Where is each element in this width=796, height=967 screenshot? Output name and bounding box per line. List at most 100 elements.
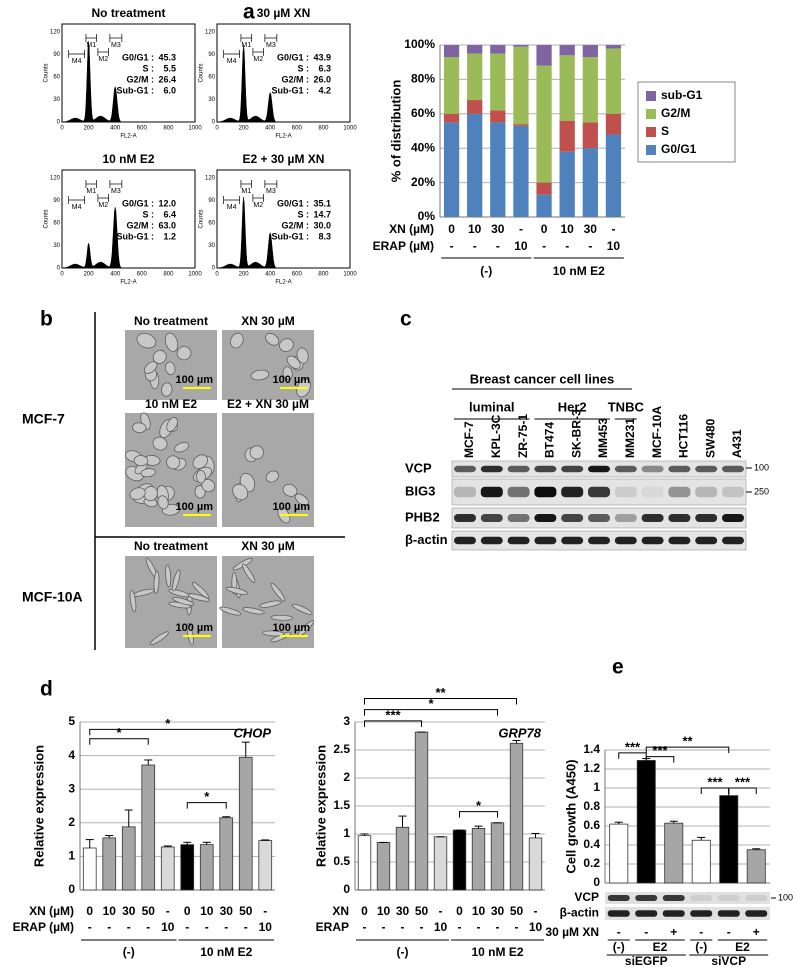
bar <box>376 842 391 891</box>
bar-segment <box>582 148 598 217</box>
lane-label: BT474 <box>543 422 557 458</box>
cell <box>250 369 270 381</box>
cell <box>249 445 264 460</box>
gate-label: M1 <box>241 188 251 195</box>
cell <box>296 347 309 364</box>
histogram <box>61 41 195 123</box>
bar-segment <box>513 125 529 217</box>
row-label: XN (µM) <box>389 222 434 236</box>
gate-label: M1 <box>86 42 96 49</box>
x-tick-label: - <box>166 904 170 918</box>
significance-label: *** <box>735 774 751 789</box>
blot-band <box>507 486 530 498</box>
blot-band <box>561 465 584 473</box>
blot-band <box>641 536 664 545</box>
x-tick-label: 0 <box>456 904 463 918</box>
hist-y-tick: 30 <box>208 243 215 249</box>
y-tick-label: 3 <box>343 714 350 728</box>
significance-label: *** <box>385 707 401 722</box>
cell <box>279 338 294 352</box>
blot-band <box>722 536 744 545</box>
x-tick-label: 0 <box>541 222 548 236</box>
blot-band <box>722 514 744 522</box>
legend-swatch <box>646 91 656 101</box>
panel-label: d <box>40 678 53 701</box>
group-label: 10 nM E2 <box>471 945 523 959</box>
x-tick-label: - <box>263 904 267 918</box>
cell <box>261 630 285 637</box>
significance-label: *** <box>707 774 723 789</box>
error-bar <box>360 833 369 836</box>
hist-x-tick: 800 <box>318 272 329 278</box>
y-tick-label: 40% <box>411 140 435 154</box>
x-tick-label: - <box>519 222 523 236</box>
treatment-label: E2 <box>653 940 668 954</box>
cell-line-label: MCF-7 <box>22 411 65 427</box>
x-tick-label: 10 <box>377 904 391 918</box>
blot-band <box>641 486 664 498</box>
hist-y-tick: 30 <box>53 243 60 249</box>
x-tick-label: 10 <box>161 920 175 934</box>
blot-band <box>668 514 691 522</box>
cell <box>129 487 146 500</box>
hist-y-tick: 90 <box>53 52 60 58</box>
hist-x-label: FL2-A <box>120 134 136 140</box>
hist-y-label: Counts <box>44 209 50 228</box>
bar <box>141 764 156 891</box>
hist-y-tick: 120 <box>205 29 216 35</box>
treatment-label: (-) <box>695 940 707 954</box>
blot-band <box>507 514 530 522</box>
blot-band <box>690 910 713 917</box>
size-marker: 100 <box>778 892 793 902</box>
hist-x-tick: 600 <box>137 272 148 278</box>
y-tick-label: 0 <box>343 882 350 896</box>
cell <box>259 600 282 608</box>
blot-band <box>480 514 503 522</box>
cell <box>166 455 181 470</box>
blot-band <box>695 536 718 545</box>
y-tick-label: 3 <box>68 781 75 795</box>
subgroup-label: TNBC <box>608 399 645 414</box>
blot-band <box>480 536 503 545</box>
y-tick-label: 1.4 <box>583 742 600 756</box>
hist-x-tick: 400 <box>110 126 121 132</box>
image-title: No treatment <box>134 539 208 553</box>
row-label: ERAP (µM) <box>373 239 434 253</box>
gate-label: M3 <box>266 188 276 195</box>
bar <box>664 822 684 884</box>
bar-segment <box>490 45 506 54</box>
x-tick-label: - <box>515 920 519 934</box>
blot-row-label: VCP <box>405 460 432 475</box>
blot-row-label: BIG3 <box>405 483 435 498</box>
bar-segment <box>513 124 529 126</box>
error-bar <box>669 820 678 824</box>
x-tick-label: 30 <box>396 904 410 918</box>
stat-label: S : <box>297 209 309 219</box>
blot-band <box>534 486 557 498</box>
cell <box>282 366 293 381</box>
legend-swatch <box>646 145 656 155</box>
blot-band <box>480 465 503 473</box>
panel-label: a <box>243 1 255 24</box>
x-tick-label: 30 <box>122 904 136 918</box>
group-label: (-) <box>123 945 135 959</box>
blot-band <box>641 514 664 522</box>
stat-label: G0/G1 : <box>277 198 309 208</box>
x-tick-label: - <box>542 239 546 253</box>
hist-x-tick: 1000 <box>343 126 357 132</box>
error-bar <box>531 832 540 838</box>
blot-band <box>668 536 691 545</box>
blot-band <box>588 514 610 522</box>
bar-segment <box>605 45 622 49</box>
cell <box>270 614 294 621</box>
hist-y-tick: 0 <box>212 120 216 126</box>
histogram <box>216 197 350 269</box>
hist-x-tick: 200 <box>239 126 250 132</box>
y-tick-label: 100% <box>404 37 435 51</box>
bar <box>691 839 711 884</box>
hist-y-tick: 0 <box>212 266 216 272</box>
significance-label: * <box>204 789 210 804</box>
blot-band <box>695 486 718 498</box>
cell <box>136 332 157 349</box>
hist-y-label: Counts <box>199 63 205 82</box>
